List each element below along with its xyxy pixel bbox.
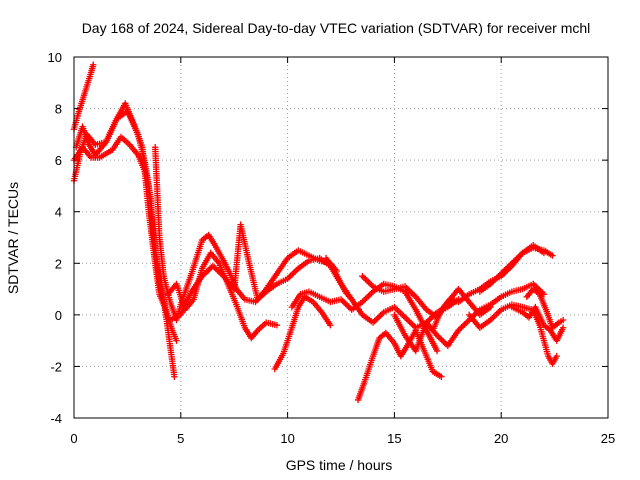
- data-point: [342, 300, 349, 308]
- data-point: [290, 269, 297, 277]
- data-point: [374, 314, 381, 322]
- x-tick-label: 20: [494, 431, 508, 446]
- y-tick-label: 8: [55, 102, 62, 117]
- data-point: [553, 352, 560, 360]
- data-point: [433, 347, 441, 355]
- data-point: [409, 290, 416, 298]
- data-point: [362, 275, 369, 283]
- data-point: [292, 268, 299, 275]
- data-point: [360, 274, 368, 281]
- data-point: [366, 280, 374, 287]
- data-point: [162, 306, 170, 313]
- data-point: [493, 310, 500, 318]
- data-point: [203, 268, 210, 275]
- data-point: [343, 302, 351, 309]
- y-tick-label: 6: [55, 153, 62, 168]
- data-point: [398, 311, 406, 318]
- data-point: [377, 312, 384, 319]
- y-tick-label: -2: [50, 359, 62, 374]
- data-point: [359, 272, 366, 280]
- data-point: [549, 252, 556, 259]
- series-sat-h: [271, 293, 334, 373]
- series-sat-p: [465, 301, 560, 368]
- series-sat-a: [70, 61, 97, 133]
- data-point: [440, 338, 447, 345]
- y-tick-label: 10: [48, 50, 62, 65]
- x-tick-label: 5: [177, 431, 184, 446]
- data-point: [327, 321, 334, 329]
- axis-ticks: 0 5 10 15 20 25 -4 -2 0 2 4 6 8 10: [48, 50, 616, 446]
- data-point: [206, 265, 213, 273]
- y-tick-label: 2: [55, 256, 62, 271]
- series-sat-r: [523, 285, 567, 331]
- data-point: [400, 312, 407, 320]
- chart-title: Day 168 of 2024, Sidereal Day-to-day VTE…: [82, 20, 591, 36]
- data-point: [365, 278, 372, 286]
- series-sat-j: [322, 254, 462, 331]
- data-point: [371, 317, 378, 325]
- data-point: [392, 305, 400, 312]
- data-point: [462, 319, 470, 327]
- plot-frame: [73, 56, 609, 419]
- data-point: [173, 337, 180, 344]
- data-point: [406, 318, 413, 326]
- data-point: [436, 335, 444, 342]
- data-point: [363, 277, 371, 284]
- series-sat-g: [166, 221, 355, 324]
- data-point: [205, 267, 212, 274]
- y-tick-label: 0: [55, 308, 62, 323]
- data-point: [365, 292, 372, 300]
- data-point: [288, 271, 296, 278]
- data-point: [273, 321, 281, 329]
- series-sat-q: [508, 303, 567, 344]
- x-tick-label: 15: [387, 431, 401, 446]
- data-point: [490, 313, 497, 321]
- data-point: [438, 373, 445, 380]
- y-axis-title: SDTVAR / TECUs: [5, 182, 21, 294]
- data-point: [90, 61, 97, 68]
- x-tick-label: 10: [280, 431, 294, 446]
- y-tick-label: 4: [55, 205, 62, 220]
- data-points: [70, 61, 567, 404]
- data-point: [491, 312, 499, 319]
- data-point: [375, 313, 383, 320]
- data-point: [171, 373, 178, 380]
- data-point: [403, 315, 410, 323]
- y-tick-label: -4: [50, 411, 62, 426]
- data-point: [559, 316, 567, 324]
- series-sat-m: [391, 280, 548, 355]
- series-sat-d: [72, 100, 170, 313]
- data-point: [461, 321, 468, 328]
- x-tick-label: 25: [601, 431, 615, 446]
- data-point: [458, 324, 465, 331]
- x-axis-title: GPS time / hours: [286, 457, 393, 473]
- data-point: [438, 336, 445, 344]
- data-point: [494, 309, 502, 316]
- data-point: [404, 317, 412, 324]
- x-tick-label: 0: [70, 431, 77, 446]
- data-point: [459, 322, 467, 330]
- data-point: [559, 324, 567, 331]
- data-point: [366, 291, 374, 298]
- data-point: [363, 294, 371, 301]
- series-sat-o: [476, 244, 556, 295]
- data-point: [395, 308, 403, 315]
- data-point: [362, 295, 369, 303]
- data-point: [212, 265, 220, 273]
- series-sat-l: [359, 272, 494, 321]
- data-point: [211, 264, 218, 271]
- data-point: [339, 297, 346, 305]
- data-point: [407, 320, 415, 327]
- data-point: [287, 272, 294, 280]
